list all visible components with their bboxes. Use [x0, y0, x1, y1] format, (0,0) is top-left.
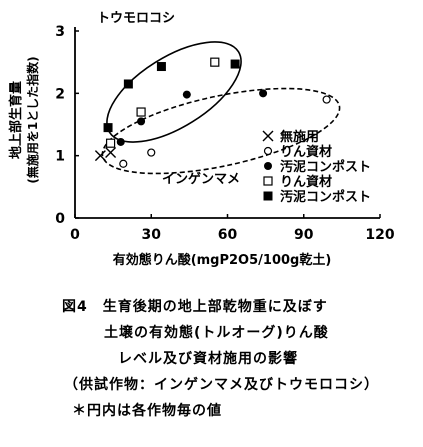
caption-line-2: 土壌の有効態(トルオーグ)りん酸	[104, 325, 329, 341]
point-square-open	[105, 138, 116, 148]
point-square-open	[136, 107, 146, 117]
bean-ellipse	[101, 87, 341, 175]
legend-marker-square-open	[263, 176, 273, 186]
x-tick-label: 0	[70, 227, 80, 243]
legend-label: りん資材	[280, 144, 332, 160]
legend-label: りん資材	[280, 174, 332, 190]
point-x	[94, 150, 106, 162]
point-circle-open	[119, 159, 128, 168]
bean-group-label: インゲンマメ	[162, 171, 240, 187]
legend-label: 無施用	[280, 129, 319, 145]
x-tick-label: 60	[218, 227, 238, 243]
x-axis-label: 有効態りん酸(mgP2O5/100g乾土)	[113, 252, 332, 268]
point-square-open	[210, 57, 220, 67]
corn-ellipse	[106, 41, 242, 143]
y-tick-label: 3	[55, 24, 65, 40]
x-tick-label: 30	[142, 227, 162, 243]
y-axis-label-line1: 地上部生育量	[8, 81, 24, 159]
y-axis-label-line2: (無施用を1とした指数)	[25, 56, 40, 183]
legend-marker-circle-open	[263, 146, 273, 156]
caption-line-3: レベル及び資材施用の影響	[118, 351, 298, 367]
legend-marker-square-filled	[263, 191, 273, 201]
x-tick-label: 120	[365, 227, 394, 243]
caption-line-4: （供試作物：インゲンマメ及びトウモロコシ）	[64, 377, 379, 393]
caption-line-5: ＊円内は各作物毎の値	[72, 403, 222, 419]
point-circle-filled	[259, 89, 268, 98]
point-square-filled	[230, 59, 240, 69]
plot-area: 0 30 60 90 120 0 1 2 3	[55, 24, 395, 243]
y-tick-label: 1	[55, 149, 65, 165]
point-circle-open	[147, 148, 156, 157]
scatter-chart: 0 30 60 90 120 0 1 2 3 地上部生育量 (無施用を1とした指数) 有効態りん…	[8, 11, 395, 268]
point-x	[105, 147, 117, 159]
point-square-filled	[103, 123, 113, 133]
y-tick-label: 2	[55, 86, 65, 102]
point-circle-filled	[182, 90, 191, 99]
point-circle-filled	[137, 117, 146, 126]
legend-label: 汚泥コンポスト	[280, 189, 371, 205]
caption-line-1: 図4 生育後期の地上部乾物重に及ぼす	[62, 299, 328, 315]
x-tick-label: 90	[294, 227, 314, 243]
point-circle-open	[322, 95, 331, 104]
corn-group-label: トウモロコシ	[97, 11, 175, 26]
y-tick-label: 0	[55, 211, 65, 227]
legend-label: 汚泥コンポスト	[280, 159, 371, 175]
legend-marker-circle-filled	[264, 162, 272, 170]
point-square-filled	[123, 79, 133, 89]
point-circle-filled	[116, 137, 125, 146]
legend-marker-x	[262, 130, 274, 142]
point-square-filled	[156, 62, 166, 72]
